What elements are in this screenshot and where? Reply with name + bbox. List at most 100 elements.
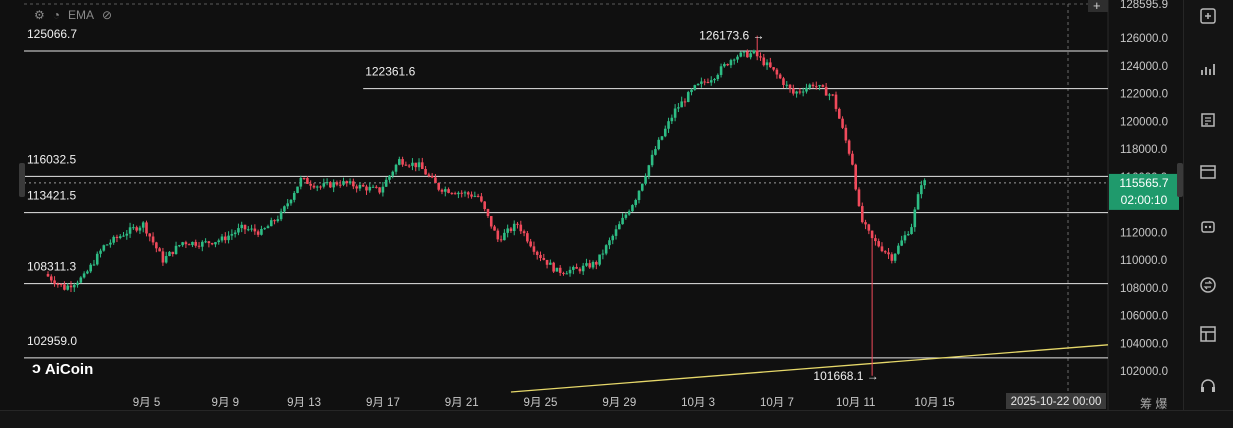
candle-body[interactable] xyxy=(877,241,880,247)
candle-body[interactable] xyxy=(76,282,79,285)
candle-body[interactable] xyxy=(736,56,739,60)
candle-body[interactable] xyxy=(604,245,608,254)
candle-body[interactable] xyxy=(122,235,125,237)
footer-right-text[interactable]: 筹 爆 xyxy=(1140,397,1168,411)
candle-body[interactable] xyxy=(476,195,480,197)
candle-body[interactable] xyxy=(801,91,805,93)
candle-body[interactable] xyxy=(148,233,152,237)
trend-line[interactable] xyxy=(510,344,1109,393)
candle-body[interactable] xyxy=(703,81,706,83)
candle-body[interactable] xyxy=(529,241,532,247)
candle-body[interactable] xyxy=(161,251,165,263)
candle-body[interactable] xyxy=(759,56,762,58)
candle-body[interactable] xyxy=(916,194,920,210)
candle-body[interactable] xyxy=(92,264,96,266)
candle-body[interactable] xyxy=(483,201,486,210)
candle-body[interactable] xyxy=(210,243,214,245)
candle-body[interactable] xyxy=(63,284,66,290)
candle-body[interactable] xyxy=(772,67,775,70)
candle-body[interactable] xyxy=(378,187,381,193)
candle-body[interactable] xyxy=(411,162,414,166)
candle-body[interactable] xyxy=(168,251,171,257)
candle-body[interactable] xyxy=(53,280,56,284)
candle-body[interactable] xyxy=(775,69,779,75)
candle-body[interactable] xyxy=(824,86,828,96)
candle-body[interactable] xyxy=(585,263,588,266)
candle-body[interactable] xyxy=(319,186,322,188)
candle-body[interactable] xyxy=(424,168,427,175)
candle-body[interactable] xyxy=(355,186,358,189)
candle-body[interactable] xyxy=(746,51,749,58)
candle-body[interactable] xyxy=(709,80,713,83)
candle-body[interactable] xyxy=(903,235,907,241)
candle-body[interactable] xyxy=(539,254,542,259)
candle-body[interactable] xyxy=(821,85,825,87)
candle-body[interactable] xyxy=(778,74,782,79)
candle-body[interactable] xyxy=(732,59,736,61)
candle-body[interactable] xyxy=(693,85,697,90)
candle-body[interactable] xyxy=(621,217,624,225)
candle-body[interactable] xyxy=(289,199,293,204)
candle-body[interactable] xyxy=(329,182,332,188)
candle-body[interactable] xyxy=(565,273,569,275)
candle-body[interactable] xyxy=(352,181,355,187)
candle-body[interactable] xyxy=(243,224,247,230)
candle-body[interactable] xyxy=(535,251,539,255)
candle-body[interactable] xyxy=(342,181,345,185)
candle-body[interactable] xyxy=(457,192,460,195)
candle-body[interactable] xyxy=(634,200,638,206)
left-panel-handle[interactable] xyxy=(19,163,25,197)
candle-body[interactable] xyxy=(141,222,145,228)
candle-body[interactable] xyxy=(782,78,785,85)
candle-body[interactable] xyxy=(880,246,884,252)
candle-body[interactable] xyxy=(887,252,890,255)
candle-body[interactable] xyxy=(739,52,743,57)
alarm-icon[interactable] xyxy=(1196,4,1220,28)
candle-body[interactable] xyxy=(805,87,808,92)
candle-body[interactable] xyxy=(624,214,628,218)
candle-body[interactable] xyxy=(673,108,677,118)
candle-body[interactable] xyxy=(644,176,647,184)
right-panel-handle[interactable] xyxy=(1177,163,1183,197)
candle-body[interactable] xyxy=(109,242,112,245)
candle-body[interactable] xyxy=(86,271,89,274)
candle-body[interactable] xyxy=(201,241,204,247)
candle-body[interactable] xyxy=(870,230,874,239)
candle-body[interactable] xyxy=(572,266,575,270)
layout-icon[interactable] xyxy=(1196,322,1220,346)
candle-body[interactable] xyxy=(618,224,621,230)
candle-body[interactable] xyxy=(66,285,69,290)
candle-body[interactable] xyxy=(365,186,368,191)
candle-body[interactable] xyxy=(670,117,674,122)
candle-body[interactable] xyxy=(818,85,821,87)
candle-body[interactable] xyxy=(368,186,372,191)
candle-body[interactable] xyxy=(325,182,329,184)
candle-body[interactable] xyxy=(460,192,463,194)
candle-body[interactable] xyxy=(164,256,168,263)
add-button[interactable] xyxy=(1088,0,1108,12)
candle-body[interactable] xyxy=(79,277,83,283)
candle-body[interactable] xyxy=(526,233,529,242)
candle-body[interactable] xyxy=(663,128,667,137)
candle-body[interactable] xyxy=(480,196,483,202)
candle-body[interactable] xyxy=(381,186,385,193)
candle-body[interactable] xyxy=(470,194,473,197)
candle-body[interactable] xyxy=(49,276,53,281)
candle-body[interactable] xyxy=(637,190,641,201)
candle-body[interactable] xyxy=(187,244,191,246)
bell-icon[interactable]: ◔ xyxy=(52,8,61,22)
candle-body[interactable] xyxy=(296,186,299,193)
candle-body[interactable] xyxy=(601,253,605,255)
candle-body[interactable] xyxy=(309,183,312,186)
calendar-icon[interactable] xyxy=(1196,160,1220,184)
candle-body[interactable] xyxy=(394,164,398,172)
candle-body[interactable] xyxy=(913,209,917,228)
candle-body[interactable] xyxy=(414,162,418,168)
candle-body[interactable] xyxy=(391,171,395,176)
candle-body[interactable] xyxy=(706,82,710,84)
candle-body[interactable] xyxy=(230,234,234,236)
candle-body[interactable] xyxy=(598,254,601,265)
candle-body[interactable] xyxy=(831,94,835,96)
candle-body[interactable] xyxy=(680,101,683,108)
candle-body[interactable] xyxy=(361,184,365,187)
